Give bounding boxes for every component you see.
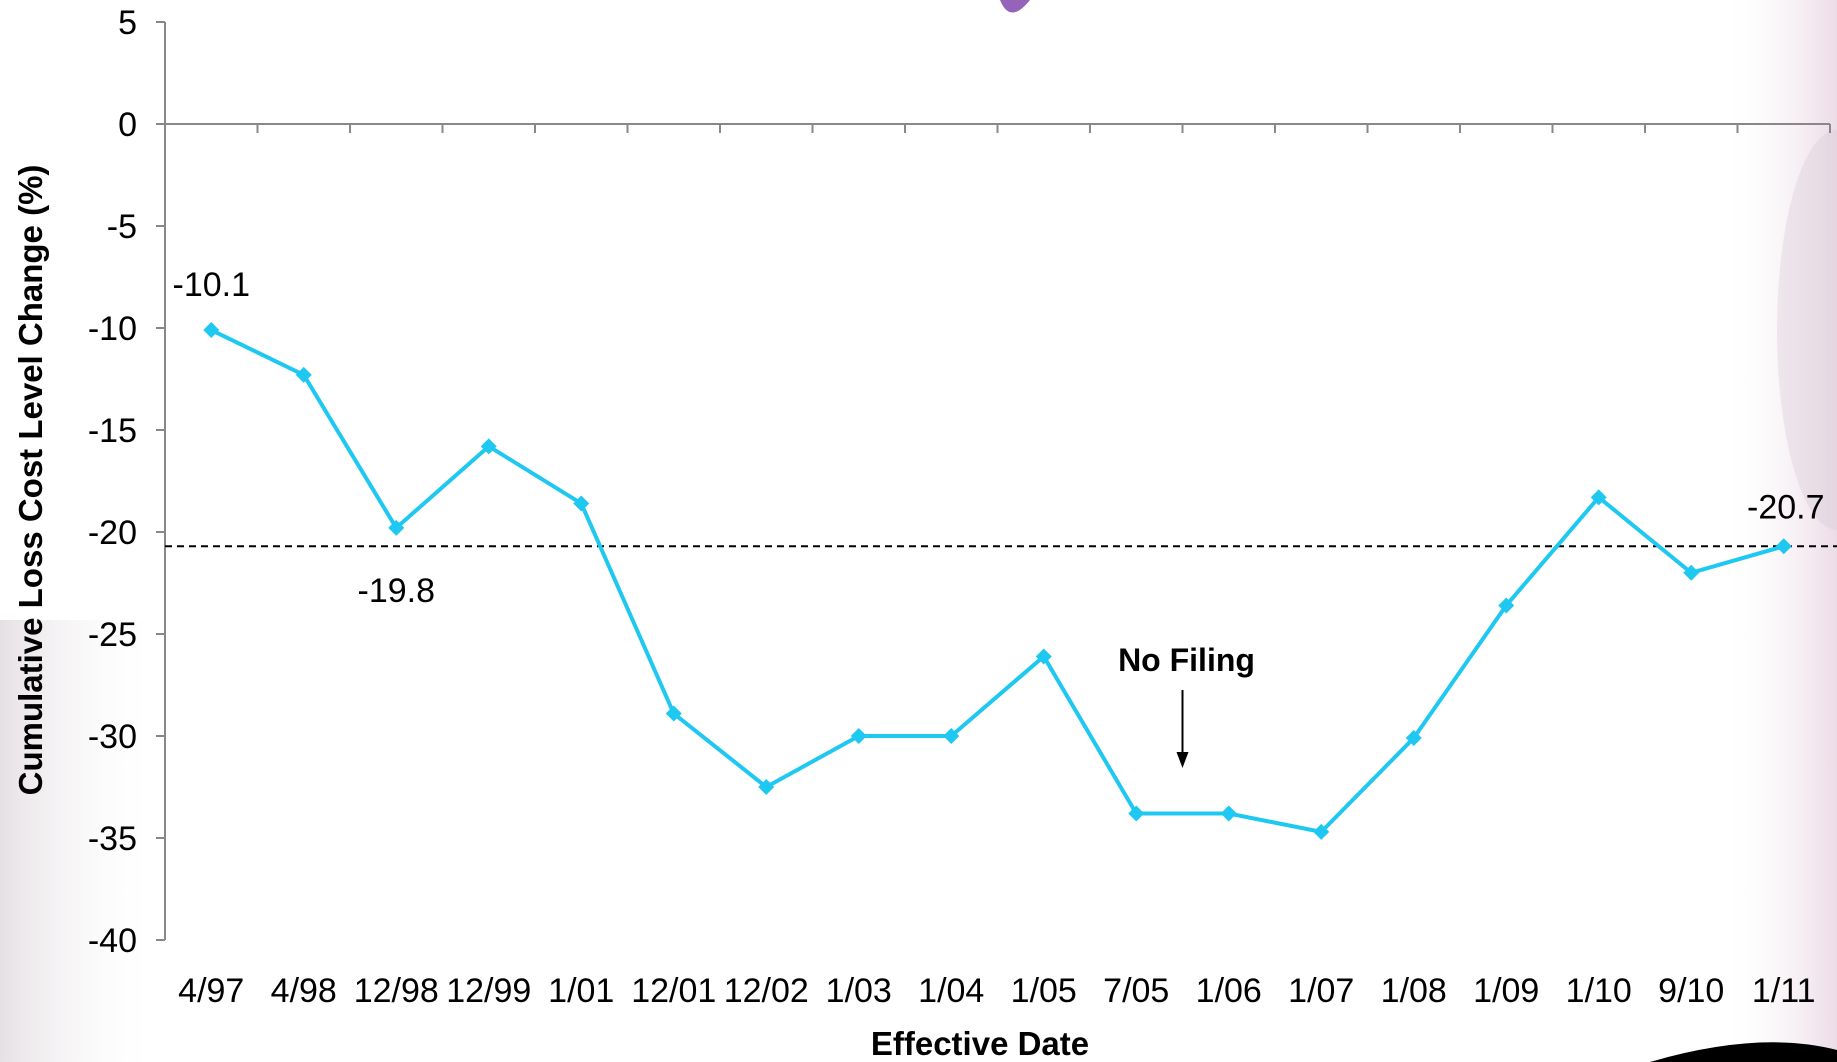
x-tick-label: 1/09 [1473, 972, 1539, 1010]
x-tick-label: 1/01 [548, 972, 614, 1010]
data-point [1035, 648, 1052, 665]
data-point [1405, 730, 1422, 747]
data-point [388, 519, 405, 536]
x-tick-label: 1/11 [1752, 972, 1816, 1010]
x-tick-label: 12/02 [724, 972, 809, 1010]
x-tick-label: 1/06 [1196, 972, 1262, 1010]
data-point [758, 779, 775, 795]
data-label: -19.8 [358, 572, 436, 610]
x-tick-label: 4/97 [178, 972, 244, 1010]
x-axis-title: Effective Date [871, 1025, 1089, 1062]
y-tick-label: -15 [88, 412, 137, 450]
data-point [1683, 564, 1700, 581]
data-point [480, 438, 497, 455]
y-tick-label: -35 [88, 820, 137, 858]
y-tick-label: -20 [88, 514, 137, 552]
data-point [850, 728, 867, 744]
x-tick-label: 12/98 [354, 972, 439, 1010]
y-tick-label: 0 [118, 106, 137, 144]
data-point [1128, 805, 1145, 822]
data-point [1498, 597, 1515, 614]
x-tick-label: 1/04 [918, 972, 984, 1010]
x-tick-label: 4/98 [271, 972, 337, 1010]
data-label: -20.7 [1747, 488, 1825, 526]
data-point [295, 366, 312, 383]
x-tick-label: 9/10 [1658, 972, 1724, 1010]
y-tick-label: -40 [88, 922, 137, 960]
y-tick-label: -30 [88, 718, 137, 756]
data-point [1220, 805, 1237, 822]
x-tick-label: 12/99 [446, 972, 531, 1010]
data-point [573, 495, 590, 512]
x-tick-label: 1/10 [1566, 972, 1632, 1010]
x-tick-label: 1/08 [1381, 972, 1447, 1010]
y-tick-label: -10 [88, 310, 137, 348]
data-point [943, 728, 960, 744]
x-tick-label: 1/05 [1011, 972, 1077, 1010]
data-point [1313, 823, 1330, 840]
y-axis-title: Cumulative Loss Cost Level Change (%) [12, 165, 49, 796]
x-tick-label: 7/05 [1103, 972, 1169, 1010]
data-point [1590, 489, 1607, 506]
y-tick-label: -5 [107, 208, 137, 246]
data-point [1775, 538, 1792, 555]
series-line [210, 328, 1785, 834]
y-tick-label: -25 [88, 616, 137, 654]
annotation-label: No Filing [1118, 642, 1255, 678]
x-tick-label: 1/07 [1288, 972, 1354, 1010]
data-point [203, 322, 220, 339]
data-label: -10.1 [173, 266, 251, 304]
x-tick-label: 1/03 [826, 972, 892, 1010]
x-tick-label: 12/01 [631, 972, 716, 1010]
y-tick-label: 5 [118, 4, 137, 42]
data-point [665, 705, 682, 722]
annotation-arrow-head [1176, 752, 1189, 768]
